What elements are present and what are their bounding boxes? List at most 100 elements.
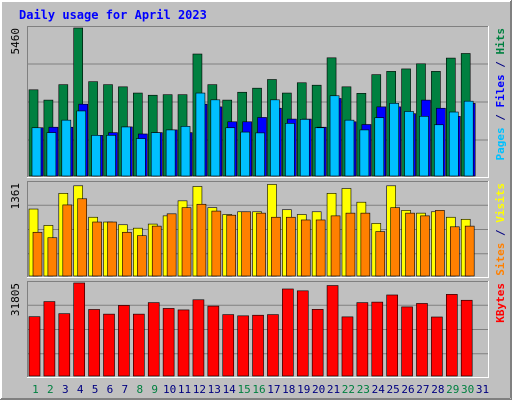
- x-tick-day-13: 13: [208, 383, 221, 396]
- bar-kbytes-day-21: [326, 285, 339, 377]
- bar-pages-day-29: [448, 111, 459, 177]
- bar-pages-day-16: [255, 132, 265, 177]
- x-tick-day-21: 21: [327, 383, 340, 396]
- bar-sites-day-2: [47, 237, 58, 277]
- x-tick-day-26: 26: [401, 383, 414, 396]
- bar-pages-day-21: [329, 95, 340, 177]
- bar-sites-day-22: [345, 212, 356, 277]
- bar-kbytes-day-5: [88, 309, 100, 377]
- bar-pages-day-6: [106, 135, 116, 177]
- bar-sites-day-24: [375, 231, 386, 277]
- bar-pages-day-5: [91, 135, 101, 177]
- bar-sites-day-20: [315, 219, 326, 277]
- bar-kbytes-day-7: [118, 305, 130, 377]
- bar-kbytes-day-3: [58, 313, 71, 377]
- bar-kbytes-day-10: [162, 308, 175, 377]
- bar-kbytes-day-1: [28, 316, 41, 377]
- bar-sites-day-28: [435, 210, 445, 277]
- bar-pages-day-15: [240, 131, 250, 177]
- x-tick-day-28: 28: [431, 383, 444, 396]
- bar-sites-day-25: [390, 207, 400, 277]
- bar-kbytes-day-26: [401, 306, 413, 377]
- bar-sites-day-26: [405, 212, 415, 277]
- bar-sites-day-6: [107, 221, 117, 277]
- chart-title: Daily usage for April 2023: [19, 8, 207, 22]
- bar-kbytes-day-30: [460, 299, 473, 377]
- bar-kbytes-day-22: [341, 316, 354, 377]
- bar-pages-day-26: [404, 111, 414, 177]
- bar-kbytes-day-8: [133, 313, 145, 377]
- bar-kbytes-day-28: [431, 316, 443, 377]
- bar-kbytes-day-25: [386, 294, 398, 377]
- x-tick-day-14: 14: [223, 383, 237, 396]
- bar-kbytes-day-17: [267, 314, 279, 377]
- x-tick-day-8: 8: [136, 383, 143, 396]
- bar-sites-day-3: [62, 204, 73, 277]
- x-tick-day-3: 3: [62, 383, 69, 396]
- x-tick-day-12: 12: [193, 383, 206, 396]
- bar-pages-day-23: [359, 129, 370, 177]
- bar-sites-day-7: [122, 231, 132, 277]
- x-tick-day-22: 22: [342, 383, 355, 396]
- bar-pages-day-4: [76, 110, 87, 177]
- x-tick-day-31: 31: [476, 383, 489, 396]
- bar-kbytes-day-11: [177, 309, 190, 377]
- bar-sites-day-11: [181, 207, 192, 277]
- panel-1-series-label: Pages / Files / Hits: [494, 28, 507, 161]
- x-tick-day-17: 17: [267, 383, 280, 396]
- x-tick-day-18: 18: [282, 383, 295, 396]
- x-tick-day-19: 19: [297, 383, 310, 396]
- bar-kbytes-day-19: [296, 290, 309, 377]
- x-tick-day-7: 7: [122, 383, 129, 396]
- bar-kbytes-day-4: [73, 282, 86, 377]
- bar-kbytes-day-6: [103, 313, 115, 377]
- bar-sites-day-17: [271, 216, 281, 277]
- x-tick-day-11: 11: [178, 383, 191, 396]
- bar-kbytes-day-24: [371, 301, 384, 377]
- bar-sites-day-21: [330, 215, 341, 277]
- x-tick-day-16: 16: [252, 383, 265, 396]
- bar-pages-day-19: [299, 119, 310, 177]
- bar-pages-day-20: [314, 127, 325, 177]
- panel-3-series-label: KBytes: [494, 283, 507, 323]
- x-tick-day-25: 25: [387, 383, 400, 396]
- bar-pages-day-13: [210, 99, 221, 177]
- bar-pages-day-11: [180, 126, 191, 177]
- bar-pages-day-8: [136, 138, 146, 177]
- x-tick-day-5: 5: [92, 383, 99, 396]
- bar-kbytes-day-14: [222, 314, 235, 377]
- bar-sites-day-29: [449, 226, 460, 277]
- x-tick-day-9: 9: [151, 383, 158, 396]
- bar-sites-day-12: [196, 203, 207, 277]
- bar-pages-day-10: [165, 129, 176, 177]
- bar-kbytes-day-20: [311, 309, 324, 377]
- x-tick-day-1: 1: [32, 383, 39, 396]
- x-tick-day-24: 24: [372, 383, 386, 396]
- bar-pages-day-27: [419, 116, 429, 177]
- bar-sites-day-30: [464, 225, 475, 277]
- bar-sites-day-18: [286, 216, 296, 277]
- x-tick-day-2: 2: [47, 383, 54, 396]
- x-tick-day-23: 23: [357, 383, 370, 396]
- bar-sites-day-10: [166, 213, 177, 277]
- panel-2-series-label: Sites / Visits: [494, 183, 507, 276]
- bar-sites-day-5: [92, 221, 102, 277]
- bar-sites-day-8: [137, 235, 147, 277]
- bar-kbytes-day-16: [252, 314, 264, 377]
- panel-3-ymax-label: 31805: [9, 283, 22, 316]
- bar-pages-day-22: [344, 119, 355, 177]
- x-tick-day-6: 6: [107, 383, 114, 396]
- bar-sites-day-4: [77, 198, 88, 277]
- bar-pages-day-30: [463, 100, 474, 177]
- bar-pages-day-14: [225, 127, 236, 177]
- bar-pages-day-1: [31, 127, 42, 177]
- bar-pages-day-17: [270, 99, 280, 177]
- bar-pages-day-9: [150, 132, 161, 177]
- bar-pages-day-24: [374, 117, 385, 177]
- bar-sites-day-16: [256, 212, 266, 277]
- bar-kbytes-day-2: [43, 301, 56, 377]
- bar-kbytes-day-9: [147, 302, 160, 377]
- bar-kbytes-day-29: [445, 294, 458, 377]
- bar-pages-day-2: [46, 132, 57, 177]
